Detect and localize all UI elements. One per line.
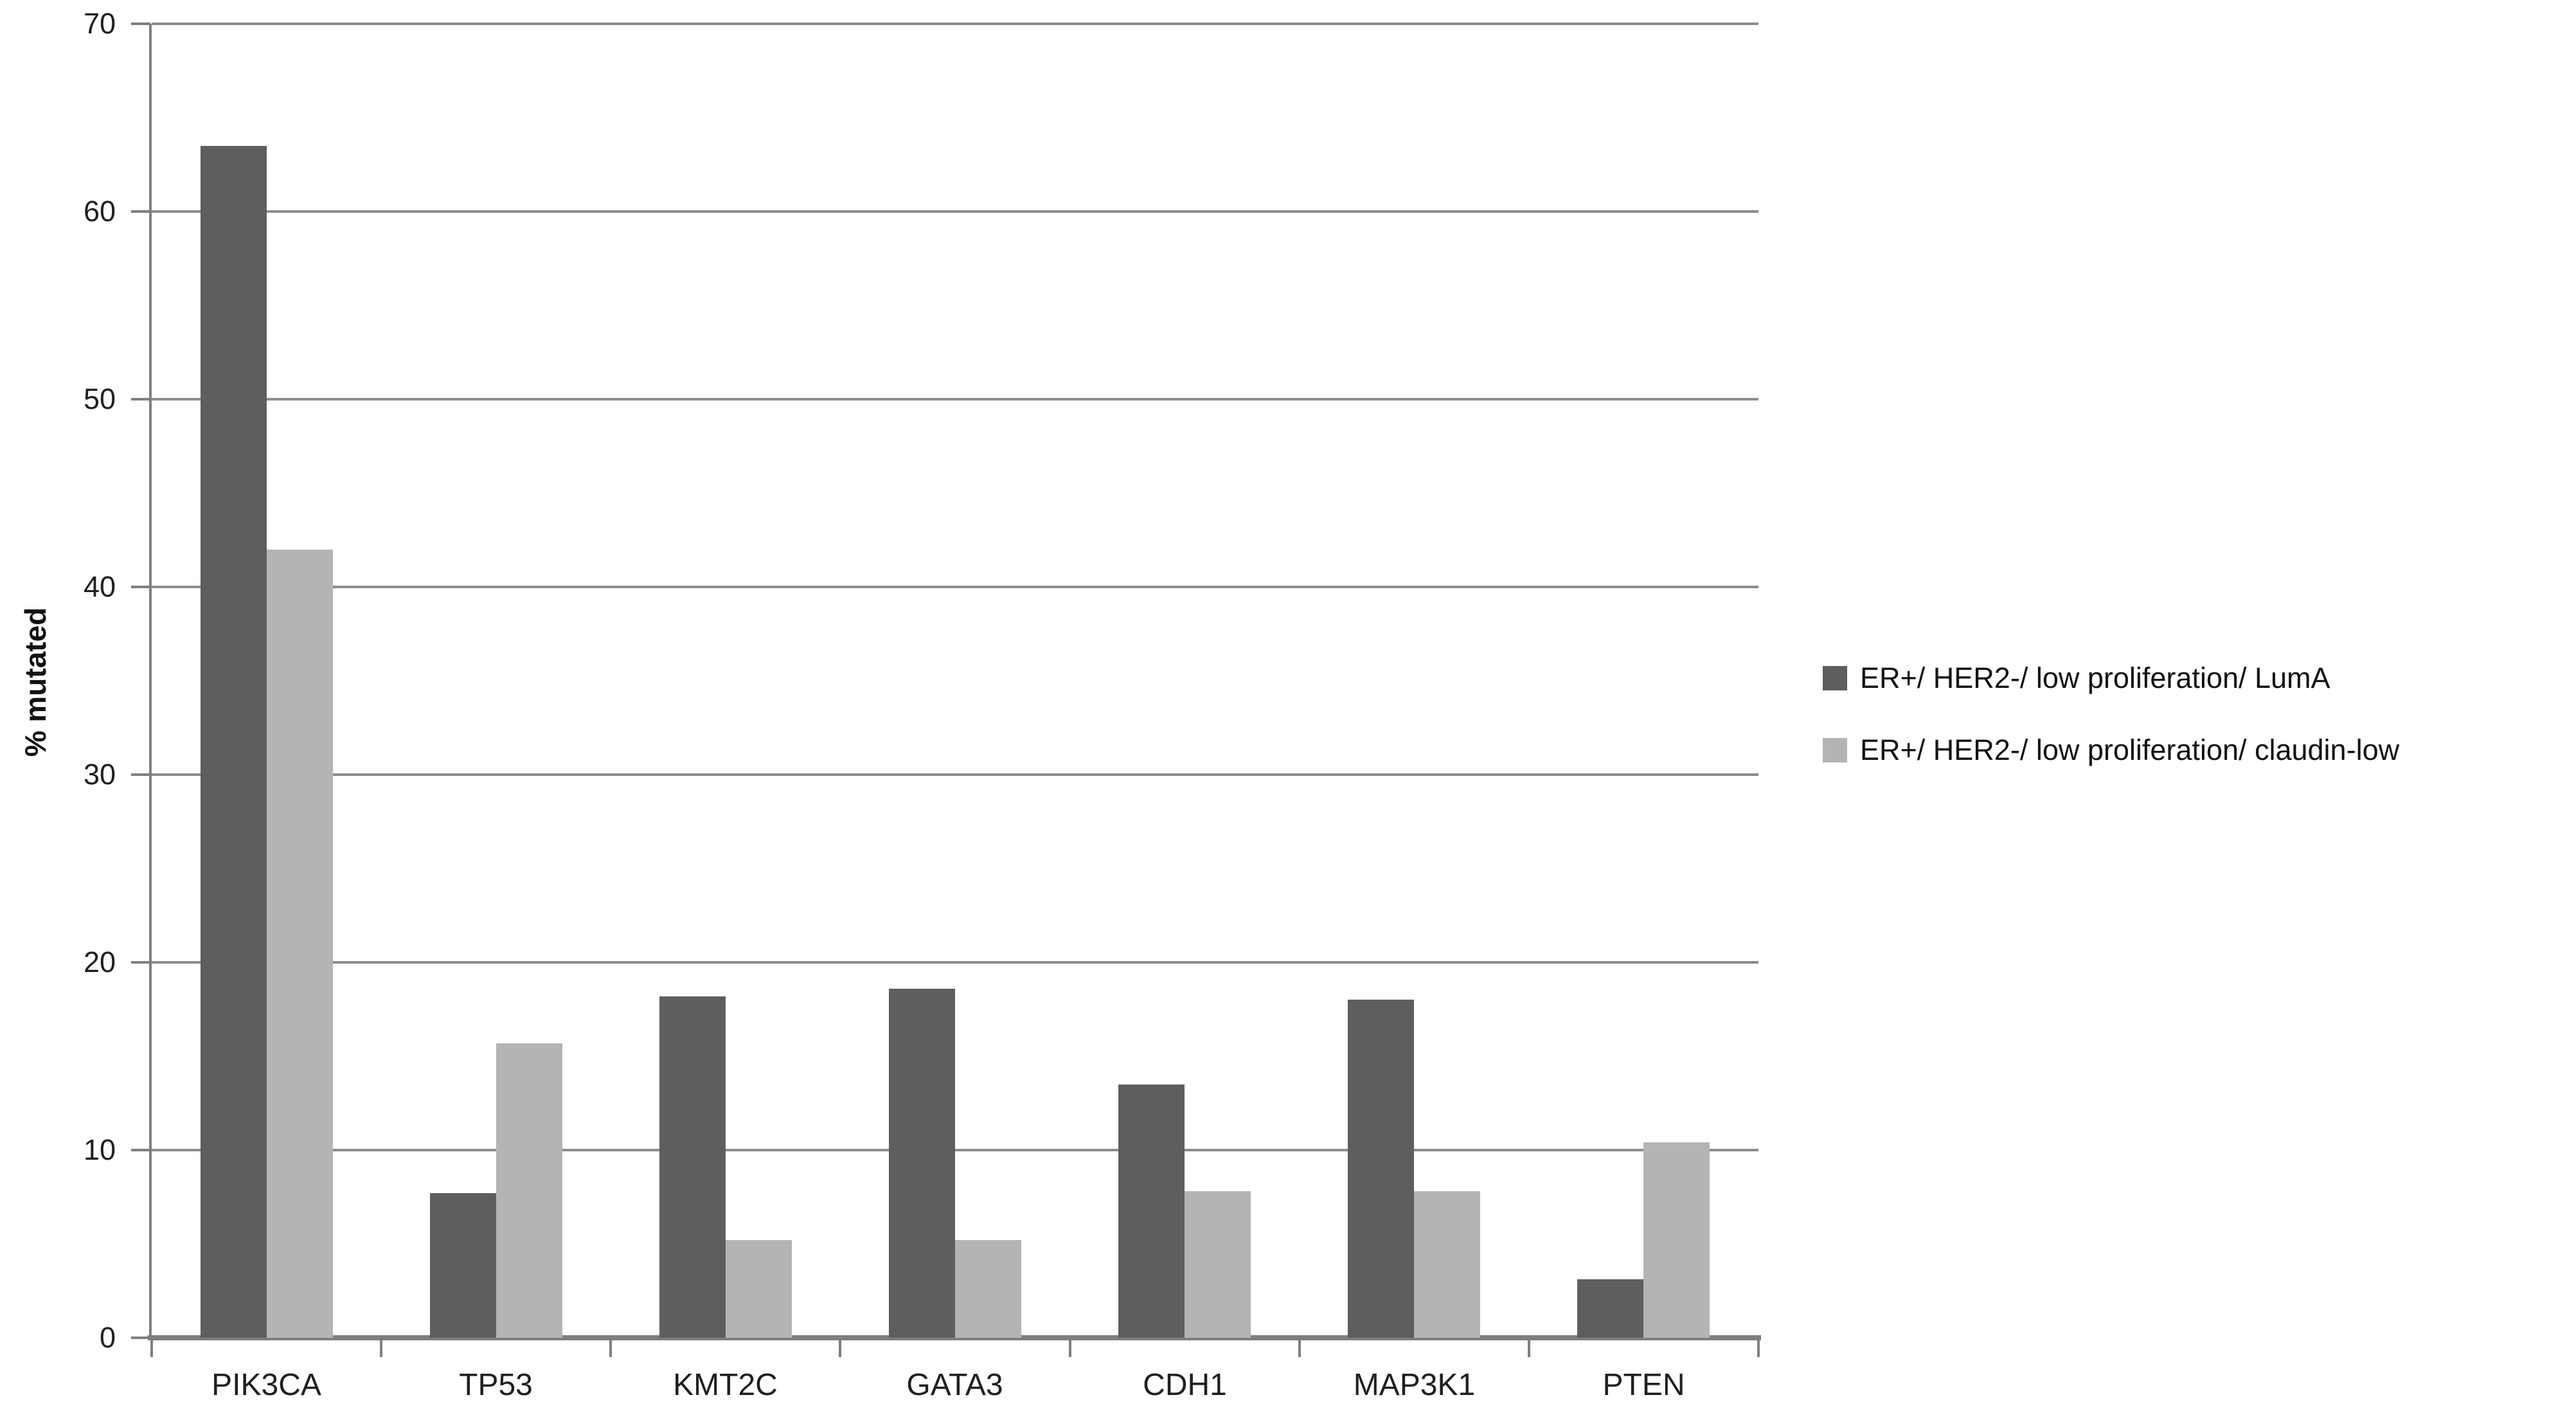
bar-claudinlow-CDH1 [1185, 1191, 1251, 1338]
bar-luma-PIK3CA [201, 146, 267, 1338]
legend-label: ER+/ HER2-/ low proliferation/ LumA [1860, 662, 2330, 694]
bar-claudinlow-PIK3CA [267, 550, 333, 1338]
legend-swatch-icon [1823, 666, 1847, 690]
legend-entry-claudin-low: ER+/ HER2-/ low proliferation/ claudin-l… [1823, 734, 2400, 766]
x-tick-3 [839, 1340, 842, 1357]
y-tick-60 [131, 210, 150, 213]
legend-label: ER+/ HER2-/ low proliferation/ claudin-l… [1860, 734, 2400, 766]
bar-claudinlow-MAP3K1 [1414, 1191, 1480, 1338]
x-category-label-MAP3K1: MAP3K1 [1353, 1368, 1476, 1402]
x-tick-7 [1757, 1340, 1760, 1357]
y-tick-label-30: 30 [83, 758, 116, 791]
gridline-60 [152, 210, 1758, 213]
bar-claudinlow-PTEN [1643, 1142, 1710, 1338]
x-tick-6 [1527, 1340, 1530, 1357]
bar-claudinlow-GATA3 [955, 1240, 1021, 1338]
bar-luma-TP53 [430, 1193, 496, 1338]
y-tick-label-60: 60 [83, 195, 116, 228]
gridline-20 [152, 961, 1758, 964]
bar-luma-KMT2C [659, 996, 726, 1338]
x-category-label-PIK3CA: PIK3CA [211, 1368, 321, 1402]
bar-claudinlow-TP53 [496, 1043, 562, 1338]
x-category-label-PTEN: PTEN [1602, 1368, 1685, 1402]
x-category-label-KMT2C: KMT2C [673, 1368, 778, 1402]
y-tick-10 [131, 1149, 150, 1151]
x-tick-0 [150, 1340, 153, 1357]
y-tick-20 [131, 961, 150, 964]
y-tick-label-50: 50 [83, 382, 116, 415]
bar-luma-GATA3 [889, 989, 955, 1338]
y-tick-70 [131, 22, 150, 25]
x-tick-4 [1068, 1340, 1071, 1357]
x-axis-line [148, 1335, 1761, 1340]
x-category-label-TP53: TP53 [459, 1368, 533, 1402]
y-tick-0 [131, 1336, 150, 1339]
gridline-30 [152, 773, 1758, 776]
gridline-50 [152, 398, 1758, 401]
x-category-label-CDH1: CDH1 [1143, 1368, 1227, 1402]
bar-luma-PTEN [1577, 1279, 1643, 1338]
y-tick-40 [131, 586, 150, 588]
bar-luma-MAP3K1 [1348, 1000, 1414, 1338]
y-tick-label-10: 10 [83, 1133, 116, 1166]
gridline-40 [152, 586, 1758, 588]
y-tick-label-40: 40 [83, 570, 116, 603]
y-axis-line [149, 24, 152, 1338]
x-tick-2 [609, 1340, 613, 1357]
y-tick-label-0: 0 [99, 1321, 116, 1354]
legend-swatch-icon [1823, 738, 1847, 762]
gridline-70 [152, 22, 1758, 25]
y-axis-title: % mutated [19, 607, 52, 757]
y-tick-30 [131, 773, 150, 776]
y-tick-label-20: 20 [83, 946, 116, 978]
bar-claudinlow-KMT2C [726, 1240, 792, 1338]
y-tick-label-70: 70 [83, 7, 116, 40]
x-tick-5 [1298, 1340, 1301, 1357]
gridline-10 [152, 1149, 1758, 1151]
x-tick-1 [380, 1340, 383, 1357]
x-category-label-GATA3: GATA3 [906, 1368, 1003, 1402]
y-tick-50 [131, 398, 150, 401]
legend-entry-luma: ER+/ HER2-/ low proliferation/ LumA [1823, 662, 2330, 694]
bar-luma-CDH1 [1118, 1084, 1185, 1338]
